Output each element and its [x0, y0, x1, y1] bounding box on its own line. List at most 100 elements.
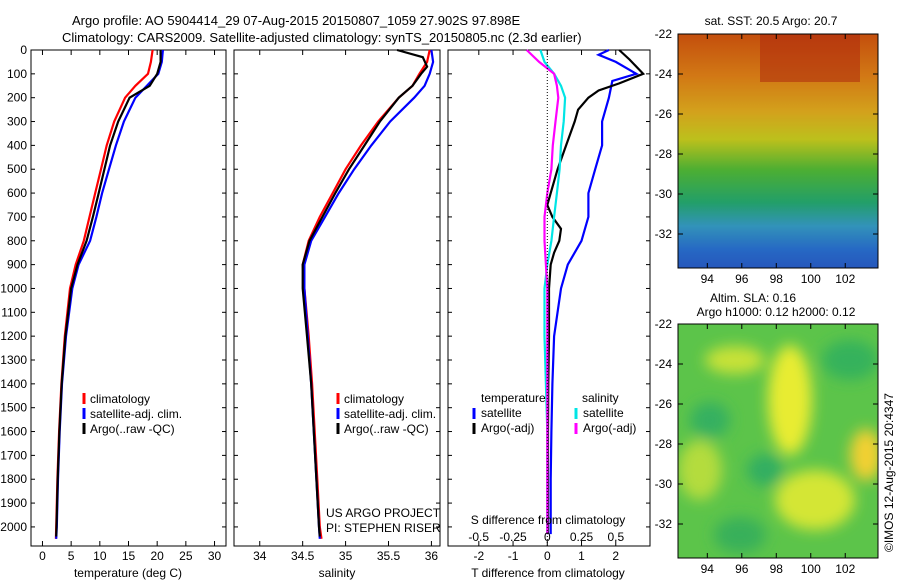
difference-xlabel-top: S difference from climatology	[471, 513, 626, 527]
x-tick-label: 1	[578, 549, 585, 563]
series-line	[301, 48, 429, 537]
map-x-tick-label: 94	[701, 562, 715, 576]
sla-map-frame	[677, 323, 879, 559]
legend-s-argo: Argo(-adj)	[583, 421, 636, 435]
series-line	[546, 49, 646, 535]
legend-climatology: climatology	[90, 392, 150, 406]
x-tick-label-top: -0.25	[499, 530, 527, 544]
difference-panel-frame	[447, 49, 651, 547]
x-tick-label: 2	[612, 549, 619, 563]
x-tick-label: 15	[122, 549, 136, 563]
x-tick-label: 30	[208, 549, 222, 563]
series-line	[525, 49, 560, 535]
x-tick-label: 10	[93, 549, 107, 563]
x-tick-label: 25	[179, 549, 193, 563]
sla-low-3	[822, 340, 878, 380]
pi-label: PI: STEPHEN RISER	[326, 521, 441, 535]
map-y-tick-label: -32	[655, 517, 673, 531]
map-x-tick-label: 98	[770, 562, 784, 576]
profile-header-line2: Climatology: CARS2009. Satellite-adjuste…	[62, 30, 582, 45]
map-x-tick-label: 100	[801, 562, 821, 576]
salinity-legend: climatology satellite-adj. clim. Argo(..…	[344, 392, 436, 436]
x-tick-label: 34.5	[291, 549, 315, 563]
x-tick-label: 36	[425, 549, 439, 563]
sst-map-frame	[677, 33, 879, 269]
y-tick-label: 1600	[0, 425, 27, 439]
y-tick-label: 700	[7, 210, 27, 224]
map-x-tick-label: 94	[701, 272, 715, 286]
map-y-tick-label: -30	[655, 187, 673, 201]
map-y-tick-label: -26	[655, 107, 673, 121]
x-tick-label-top: 0.5	[607, 530, 624, 544]
legend-s-satellite: satellite	[583, 406, 624, 420]
sla-high-3	[775, 470, 855, 530]
profile-header-line1: Argo profile: AO 5904414_29 07-Aug-2015 …	[72, 13, 521, 28]
legend-climatology: climatology	[344, 392, 404, 406]
series-line	[55, 50, 162, 537]
y-tick-label: 400	[7, 138, 27, 152]
y-tick-label: 200	[7, 91, 27, 105]
series-line	[301, 49, 431, 539]
series-line	[549, 49, 640, 535]
x-tick-label: 35.5	[377, 549, 401, 563]
x-tick-label-top: 0	[544, 530, 551, 544]
x-tick-label-top: 0.25	[570, 530, 594, 544]
x-tick-label: 0	[544, 549, 551, 563]
y-tick-label: 900	[7, 258, 27, 272]
y-tick-label: 1200	[0, 329, 27, 343]
salinity-xlabel: salinity	[319, 566, 356, 580]
x-tick-label: 5	[68, 549, 75, 563]
sst-map-title: sat. SST: 20.5 Argo: 20.7	[705, 14, 838, 28]
map-y-tick-label: -28	[655, 437, 673, 451]
y-tick-label: 1300	[0, 353, 27, 367]
y-tick-label: 300	[7, 115, 27, 129]
map-y-tick-label: -24	[655, 67, 673, 81]
sla-high-2	[705, 346, 765, 374]
map-y-tick-label: -22	[655, 27, 673, 41]
sla-low-4	[714, 517, 766, 553]
sst-texture	[678, 34, 878, 268]
map-y-tick-label: -28	[655, 147, 673, 161]
y-tick-label: 1700	[0, 448, 27, 462]
sla-low-1	[690, 402, 730, 438]
sla-map	[677, 323, 879, 559]
map-x-tick-label: 96	[735, 562, 749, 576]
x-tick-label: 20	[150, 549, 164, 563]
map-x-tick-label: 100	[801, 272, 821, 286]
map-y-tick-label: -24	[655, 357, 673, 371]
project-label: US ARGO PROJECT	[326, 506, 441, 520]
legend-satellite: satellite-adj. clim.	[344, 407, 436, 421]
sla-map-title-1: Altim. SLA: 0.16	[710, 291, 796, 305]
map-y-tick-label: -30	[655, 477, 673, 491]
legend-argo: Argo(..raw -QC)	[90, 422, 175, 436]
map-x-tick-label: 102	[835, 562, 855, 576]
difference-legend: temperature salinity satellite Argo(-adj…	[481, 391, 636, 435]
y-tick-label: 1500	[0, 401, 27, 415]
x-tick-label: -1	[508, 549, 519, 563]
y-tick-label: 100	[7, 67, 27, 81]
x-tick-label: 35	[339, 549, 353, 563]
y-tick-label: 0	[20, 43, 27, 57]
sla-low-2	[747, 454, 783, 486]
legend-t-satellite: satellite	[481, 406, 522, 420]
map-y-tick-label: -22	[655, 317, 673, 331]
y-tick-label: 1100	[1, 305, 27, 319]
map-y-tick-label: -26	[655, 397, 673, 411]
y-tick-label: 500	[7, 162, 27, 176]
map-y-tick-label: -32	[655, 227, 673, 241]
sla-high-5	[678, 440, 722, 500]
map-ticks: -22 -24 -26 -28 -30 -32 94 96 98 100 102 -22 -24 -26 -…	[655, 27, 878, 576]
y-tick-label: 1900	[0, 496, 27, 510]
series-line	[303, 49, 435, 539]
legend-argo: Argo(..raw -QC)	[344, 422, 429, 436]
temperature-xlabel: temperature (deg C)	[74, 566, 182, 580]
legend-t-argo: Argo(-adj)	[481, 421, 534, 435]
map-x-tick-label: 102	[835, 272, 855, 286]
map-x-tick-label: 96	[735, 272, 749, 286]
map-x-tick-label: 98	[770, 272, 784, 286]
sla-high-1	[768, 345, 812, 455]
y-tick-label: 1000	[0, 281, 27, 295]
x-tick-label: 34	[253, 549, 267, 563]
x-tick-label-top: -0.5	[468, 530, 489, 544]
